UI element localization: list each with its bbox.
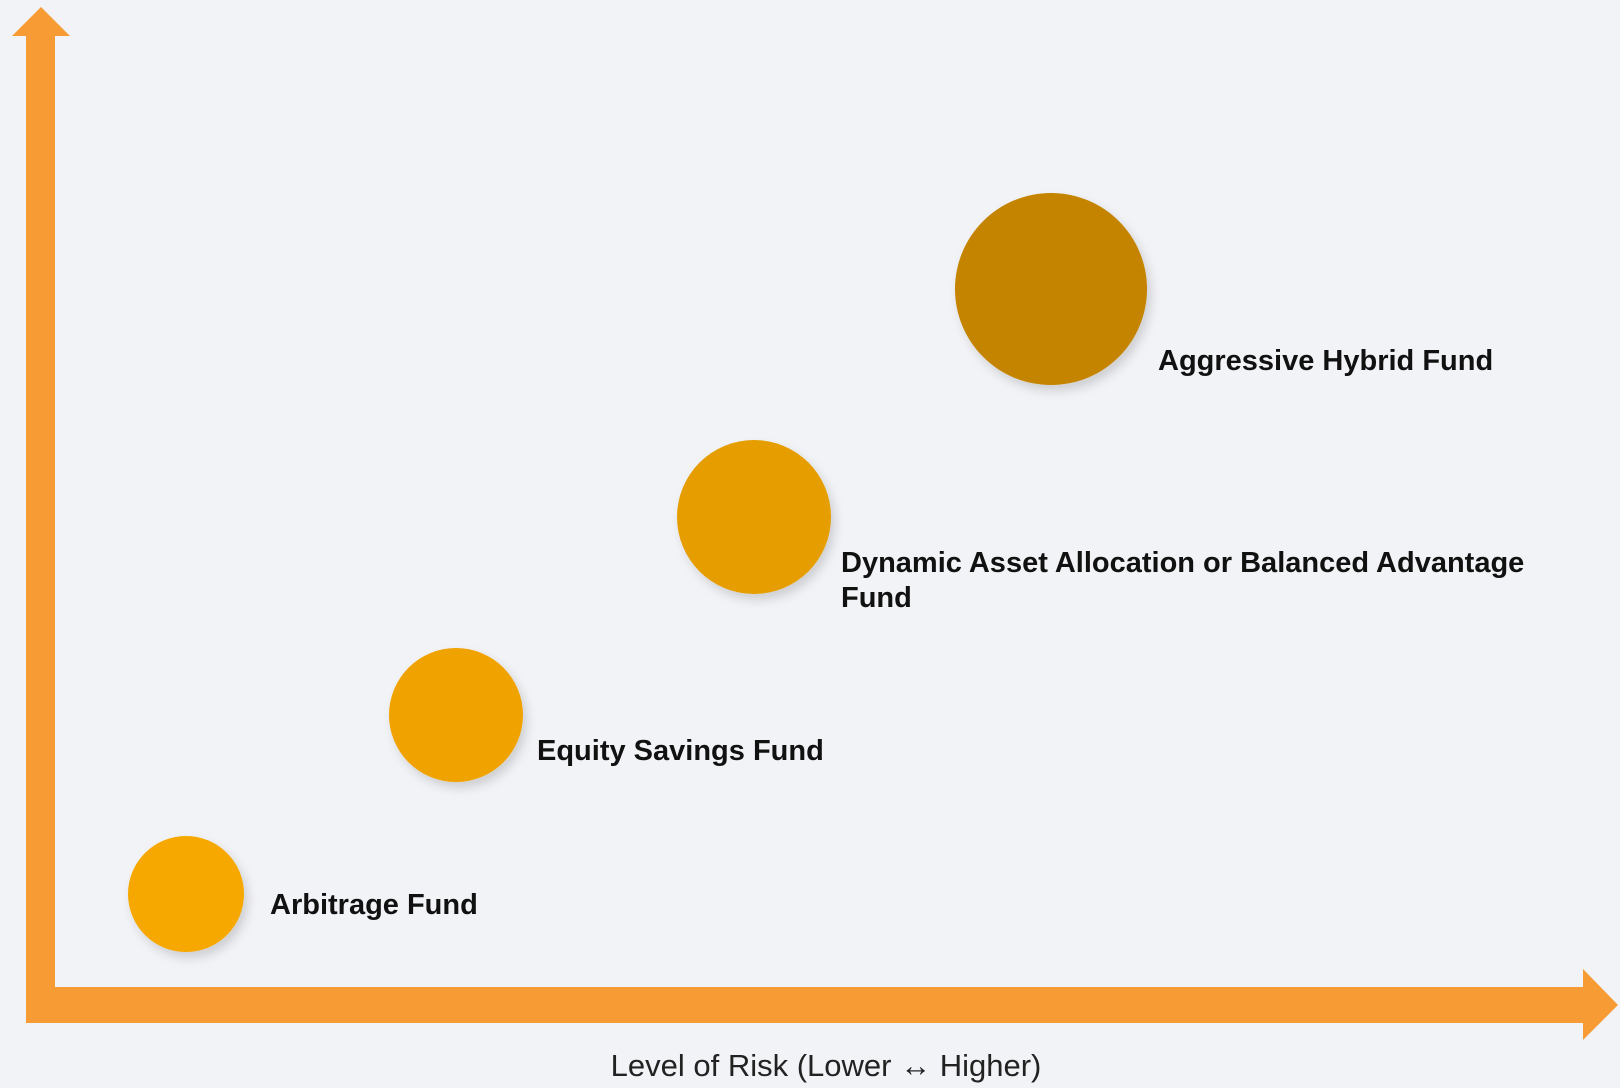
node-label: Dynamic Asset Allocation or Balanced Adv… — [841, 547, 1525, 614]
y-axis-arrow — [12, 7, 70, 36]
node-circle — [389, 648, 523, 782]
node-label: Arbitrage Fund — [270, 889, 478, 921]
node-label: Aggressive Hybrid Fund — [1158, 345, 1494, 377]
node-circle — [128, 836, 244, 952]
x-axis — [26, 987, 1586, 1023]
axis-label: Level of Risk (Lower ↔ Higher) — [610, 1048, 1042, 1083]
y-axis — [26, 34, 55, 1023]
node-circle — [955, 193, 1147, 385]
node-circle — [677, 440, 831, 594]
node-label: Equity Savings Fund — [537, 735, 824, 767]
x-axis-arrow — [1583, 969, 1618, 1040]
